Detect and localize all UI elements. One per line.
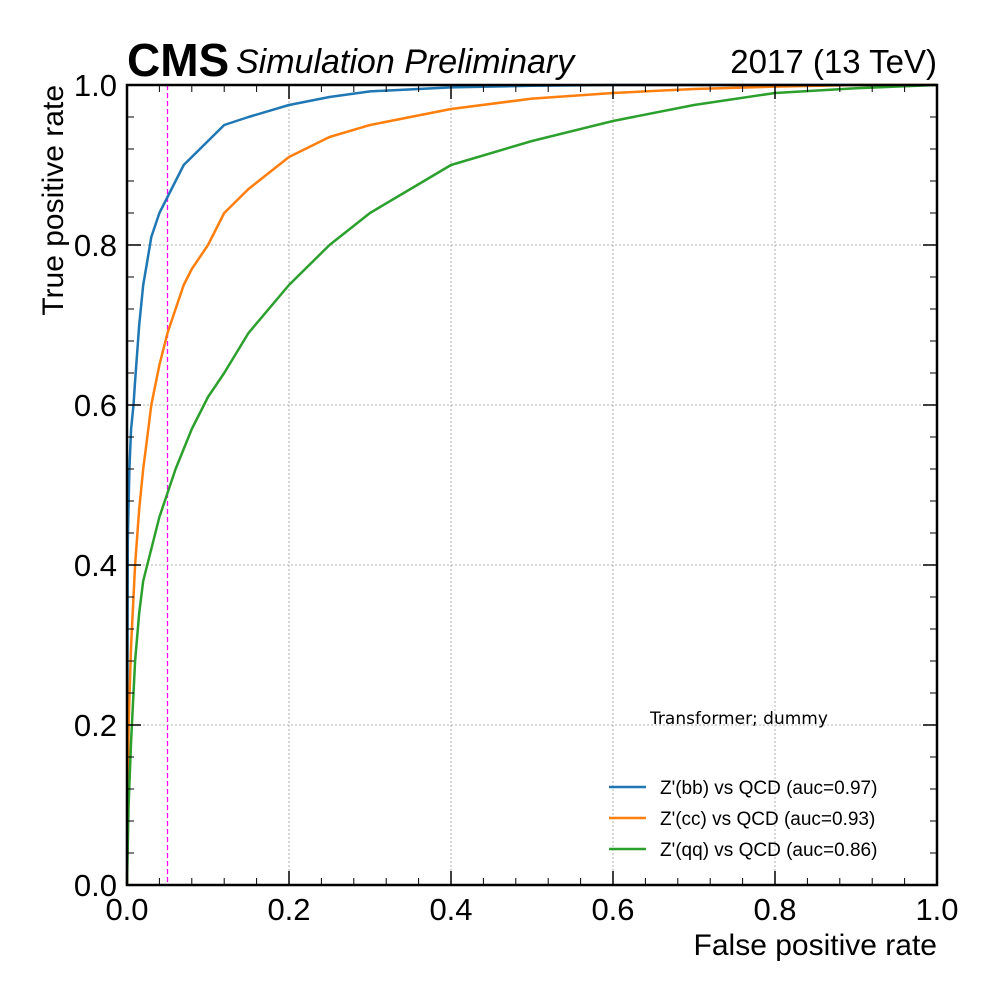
legend-label-2: Z'(cc) vs QCD (auc=0.93) bbox=[660, 809, 875, 830]
legend-label-3: Z'(qq) vs QCD (auc=0.86) bbox=[660, 840, 877, 861]
y-tick-label: 0.4 bbox=[74, 548, 117, 583]
x-tick-label: 0.2 bbox=[267, 892, 310, 927]
x-tick-label: 0.6 bbox=[591, 892, 634, 927]
y-tick-labels: 0.0 0.2 0.4 0.6 0.8 1.0 bbox=[74, 68, 117, 903]
x-axis-label: False positive rate bbox=[694, 929, 937, 962]
ticks bbox=[126, 84, 938, 886]
series-line-2 bbox=[125, 83, 937, 886]
y-axis-label: True positive rate bbox=[37, 85, 70, 316]
legend-label-1: Z'(bb) vs QCD (auc=0.97) bbox=[660, 778, 877, 799]
status-label: Simulation Preliminary bbox=[236, 43, 576, 81]
x-tick-label: 0.8 bbox=[753, 892, 796, 927]
x-tick-labels: 0.0 0.2 0.4 0.6 0.8 1.0 bbox=[105, 892, 958, 927]
lumi-label: 2017 (13 TeV) bbox=[730, 43, 937, 80]
x-tick-label: 1.0 bbox=[915, 892, 958, 927]
y-tick-label: 0.2 bbox=[74, 708, 117, 743]
y-tick-label: 0.8 bbox=[74, 228, 117, 263]
x-tick-label: 0.0 bbox=[105, 892, 148, 927]
y-tick-label: 0.0 bbox=[74, 868, 117, 903]
grid bbox=[126, 84, 938, 886]
series-layer bbox=[125, 83, 938, 886]
experiment-label: CMS bbox=[127, 34, 229, 86]
plot-frame bbox=[125, 83, 939, 887]
x-tick-label: 0.4 bbox=[429, 892, 472, 927]
series-line-3 bbox=[125, 83, 938, 886]
legend-title: Transformer; dummy bbox=[649, 709, 828, 729]
series-line-1 bbox=[125, 83, 937, 886]
y-tick-label: 1.0 bbox=[74, 68, 117, 103]
y-tick-label: 0.6 bbox=[74, 388, 117, 423]
legend: Transformer; dummy Z'(bb) vs QCD (auc=0.… bbox=[609, 709, 877, 861]
